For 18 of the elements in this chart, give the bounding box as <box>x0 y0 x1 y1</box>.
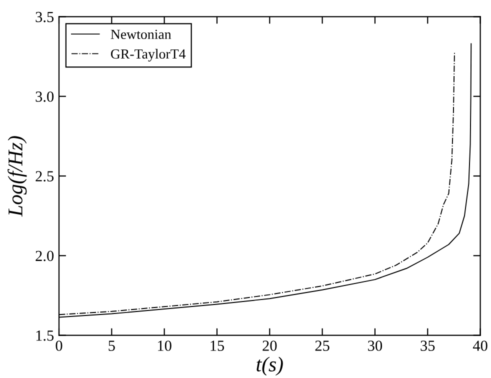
x-tick-label: 15 <box>210 340 224 351</box>
x-tick-label: 0 <box>56 340 62 351</box>
y-tick-label: 1.5 <box>36 330 54 341</box>
x-tick-label: 20 <box>262 340 277 351</box>
x-tick-label: 35 <box>420 340 435 351</box>
y-tick-label: 3.0 <box>36 91 54 102</box>
y-tick-label: 3.5 <box>36 12 54 22</box>
x-tick-label: 40 <box>472 340 488 351</box>
x-tick-label: 25 <box>315 340 330 351</box>
x-axis-title: t(s) <box>256 356 283 376</box>
x-tick-label: 10 <box>158 340 172 351</box>
y-tick-label: 2.5 <box>36 171 54 182</box>
y-axis-title: Log(f/Hz) <box>8 136 27 217</box>
y-tick-label: 2.0 <box>36 250 54 262</box>
x-tick-label: 5 <box>108 340 115 351</box>
x-tick-label: 30 <box>368 340 382 351</box>
legend-label: Newtonian <box>110 30 172 40</box>
legend-label: GR-TaylorT4 <box>110 48 186 62</box>
